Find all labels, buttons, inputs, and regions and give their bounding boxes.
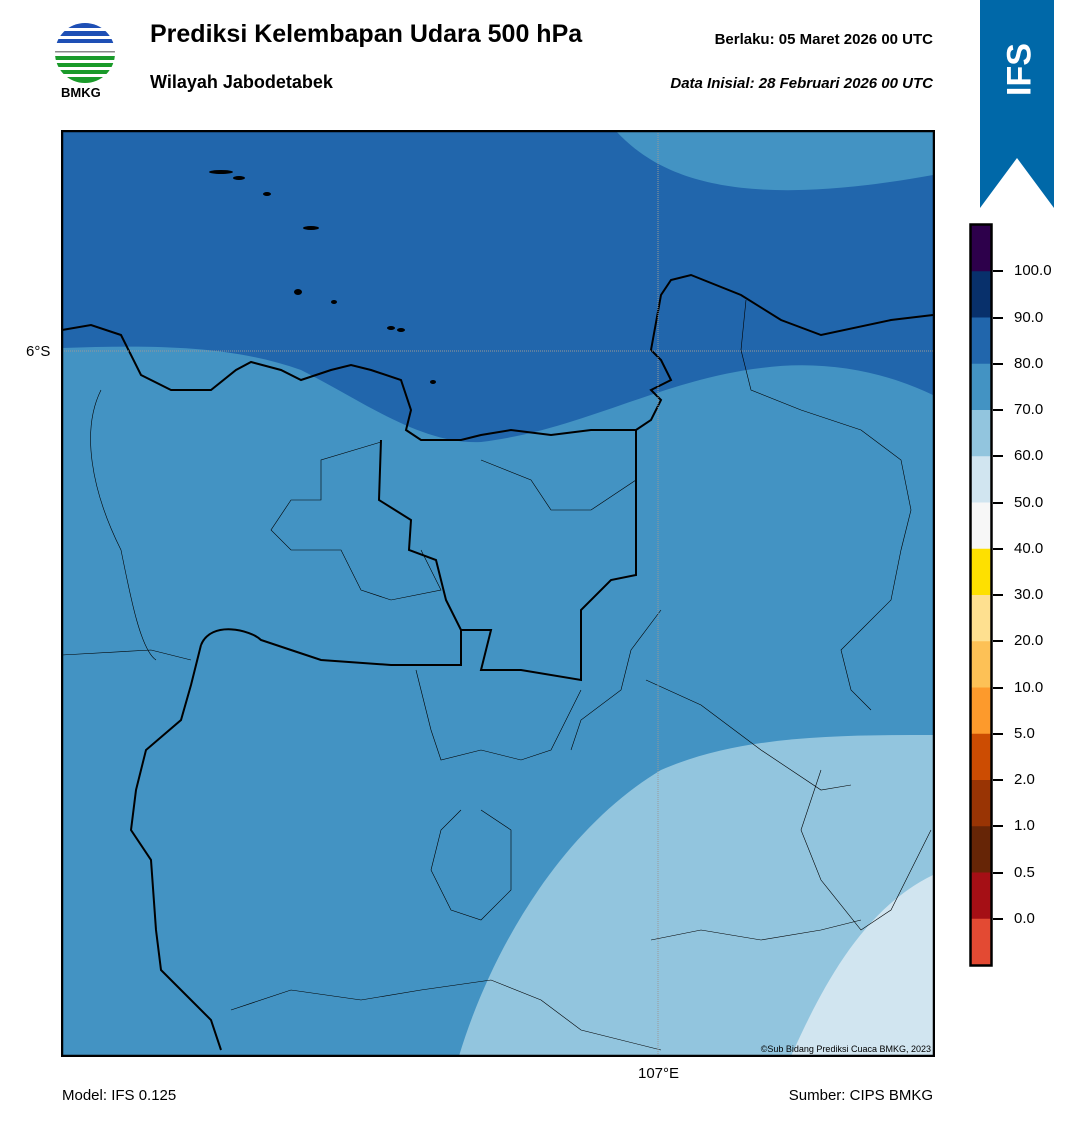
colorbar-tick — [993, 501, 1003, 504]
colorbar-tick — [993, 316, 1003, 319]
colorbar-tick — [993, 270, 1003, 273]
map-title: Prediksi Kelembapan Udara 500 hPa — [150, 20, 583, 48]
ifs-badge — [980, 0, 1054, 213]
province-boundaries — [61, 273, 934, 1051]
colorbar-label: 100.0 — [1014, 262, 1052, 280]
model-label: Model: IFS 0.125 — [62, 1087, 177, 1104]
colorbar-label: 10.0 — [1014, 678, 1044, 696]
colorbar-segment — [971, 918, 991, 966]
colorbar-segment — [971, 548, 991, 596]
islands — [209, 170, 436, 384]
map-credit: ©Sub Bidang Prediksi Cuaca BMKG, 2023 — [761, 1044, 931, 1054]
logo-text: BMKG — [61, 85, 101, 100]
colorbar-segment — [971, 687, 991, 735]
colorbar-tick — [993, 917, 1003, 920]
ifs-badge-text: IFS — [1000, 43, 1039, 96]
colorbar-tick — [993, 594, 1003, 596]
colorbar-segment — [971, 641, 991, 688]
colorbar-segment — [971, 733, 991, 781]
colorbar-label: 0.0 — [1014, 909, 1035, 927]
colorbar-label: 2.0 — [1014, 771, 1035, 788]
colorbar-tick — [993, 686, 1003, 689]
colorbar-tick — [993, 547, 1003, 550]
district-boundaries — [61, 299, 932, 1051]
colorbar-segment — [971, 410, 991, 457]
colorbar-label: 30.0 — [1014, 586, 1044, 603]
region-60-70 — [459, 735, 933, 1056]
colorbar-label: 90.0 — [1014, 308, 1044, 326]
humidity-map: ©Sub Bidang Prediksi Cuaca BMKG, 2023 — [61, 130, 935, 1057]
colorbar-segment — [971, 456, 991, 503]
colorbar-tick — [993, 409, 1003, 411]
lon-label: 107°E — [638, 1065, 680, 1082]
source-label: Sumber: CIPS BMKG — [788, 1087, 933, 1104]
colorbar — [969, 223, 993, 967]
region-80-90 — [62, 131, 933, 443]
colorbar-tick — [993, 732, 1003, 735]
colorbar-segment — [971, 872, 991, 920]
colorbar-label: 20.0 — [1014, 632, 1044, 650]
colorbar-segment — [971, 502, 991, 550]
map-subtitle: Wilayah Jabodetabek — [150, 72, 333, 92]
colorbar-tick — [993, 779, 1003, 781]
colorbar-tick — [993, 362, 1003, 365]
colorbar-segment — [971, 780, 991, 827]
colorbar-tick — [993, 455, 1003, 458]
init-time: Data Inisial: 28 Februari 2026 00 UTC — [670, 75, 933, 92]
colorbar-tick — [993, 871, 1003, 874]
colorbar-tick — [993, 640, 1003, 643]
colorbar-segment — [971, 363, 991, 411]
valid-time: Berlaku: 05 Maret 2026 00 UTC — [714, 31, 933, 48]
colorbar-label: 60.0 — [1014, 447, 1044, 465]
colorbar-segment — [971, 317, 991, 365]
region-50-60 — [791, 875, 933, 1056]
colorbar-label: 5.0 — [1014, 724, 1035, 742]
colorbar-label: 40.0 — [1014, 539, 1044, 557]
lat-label: 6°S — [26, 343, 51, 360]
colorbar-segment — [971, 826, 991, 873]
colorbar-tick — [993, 825, 1003, 828]
bmkg-logo — [54, 22, 116, 89]
colorbar-label: 70.0 — [1014, 401, 1044, 418]
map-frame — [61, 130, 935, 1057]
colorbar-segment — [971, 595, 991, 642]
colorbar-segment — [971, 225, 991, 272]
colorbar-label: 50.0 — [1014, 493, 1044, 511]
colorbar-label: 1.0 — [1014, 817, 1035, 835]
colorbar-segment — [971, 271, 991, 318]
colorbar-label: 0.5 — [1014, 863, 1035, 881]
colorbar-label: 80.0 — [1014, 354, 1044, 372]
